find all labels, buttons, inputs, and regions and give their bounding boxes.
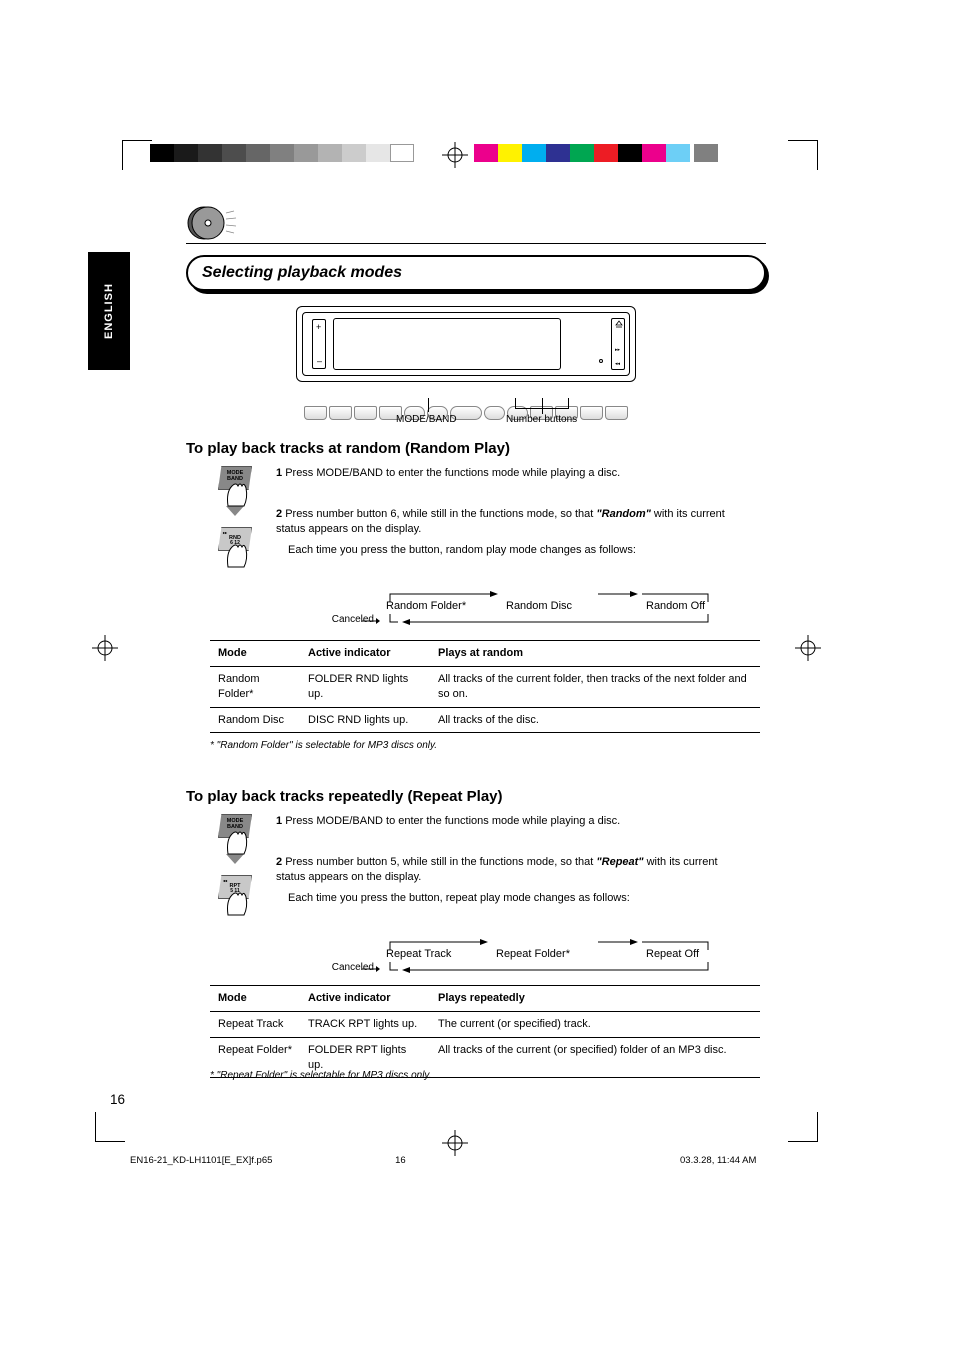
registration-mark-icon [442, 142, 468, 168]
crop-mark [122, 140, 152, 170]
repeat-table: Mode Active indicator Plays repeatedly R… [210, 985, 760, 1078]
crop-mark [95, 1112, 125, 1142]
table-header: Active indicator [300, 641, 430, 667]
table-row: Random Disc DISC RND lights up. All trac… [210, 707, 760, 733]
random-instructions: 1 Press MODE/BAND to enter the functions… [276, 466, 746, 557]
section-banner: Selecting playback modes [186, 255, 766, 291]
divider [186, 243, 766, 244]
table-header: Mode [210, 641, 300, 667]
finger-icon [224, 889, 250, 917]
table-header: Plays at random [430, 641, 760, 667]
finger-icon [224, 541, 250, 569]
press-illustration-random: MODE BAND ▸▸ RND 6 12 [218, 466, 252, 551]
print-color-bars [150, 144, 718, 162]
heading-repeat: To play back tracks repeatedly (Repeat P… [186, 788, 503, 805]
table-header: Mode [210, 986, 300, 1012]
heading-random: To play back tracks at random (Random Pl… [186, 440, 510, 457]
callout-mode-band: MODE/BAND [396, 414, 457, 425]
table-row: Random Folder* FOLDER RND lights up. All… [210, 666, 760, 707]
finger-icon [224, 480, 250, 508]
device-diagram: +– ▸▸◂◂ [296, 306, 636, 406]
table-header: Plays repeatedly [430, 986, 760, 1012]
registration-mark-icon [442, 1130, 468, 1156]
cd-icon [186, 205, 242, 246]
svg-text:▸▸: ▸▸ [615, 347, 621, 353]
registration-mark-icon [795, 635, 821, 661]
repeat-asterisk: * "Repeat Folder" is selectable for MP3 … [210, 1070, 431, 1081]
callout-number-buttons: Number buttons [506, 414, 577, 425]
page-number: 16 [110, 1092, 125, 1107]
press-illustration-repeat: MODE BAND ◂◂ RPT 5 11 [218, 814, 252, 899]
random-table: Mode Active indicator Plays at random Ra… [210, 640, 760, 733]
footer-filename: EN16-21_KD-LH1101[E_EX]f.p65 16 [130, 1155, 406, 1166]
repeat-instructions: 1 Press MODE/BAND to enter the functions… [276, 814, 746, 905]
table-row: Repeat Track TRACK RPT lights up. The cu… [210, 1011, 760, 1037]
repeat-cycle-diagram: Repeat Track Repeat Folder* Repeat Off C… [380, 936, 720, 978]
random-cycle-diagram: Random Folder* Random Disc Random Off Ca… [380, 588, 720, 630]
svg-text:◂◂: ◂◂ [615, 361, 621, 367]
table-header: Active indicator [300, 986, 430, 1012]
footer-date: 03.3.28, 11:44 AM [680, 1155, 756, 1166]
registration-mark-icon [92, 635, 118, 661]
crop-mark [788, 140, 818, 170]
crop-mark [788, 1112, 818, 1142]
finger-icon [224, 828, 250, 856]
random-asterisk: * "Random Folder" is selectable for MP3 … [210, 740, 437, 751]
language-tab: ENGLISH [88, 252, 130, 370]
